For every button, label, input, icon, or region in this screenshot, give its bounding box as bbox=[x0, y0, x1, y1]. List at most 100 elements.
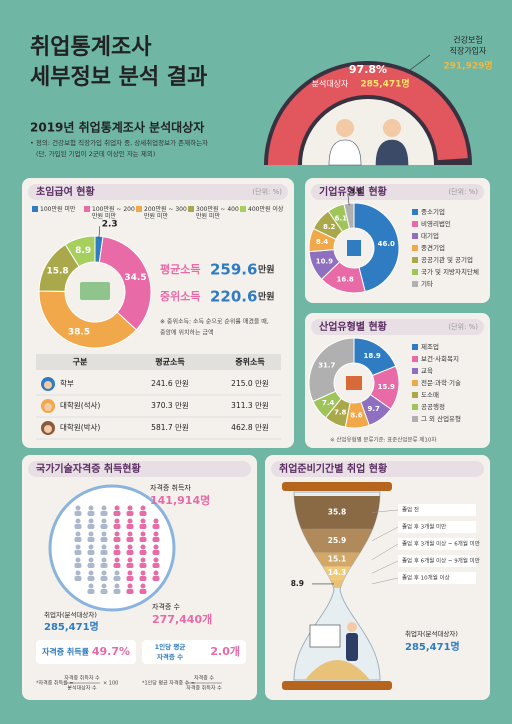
avatar-face bbox=[44, 425, 52, 433]
note: (단, 가입된 기업이 2군데 이상인 자는 제외) bbox=[36, 149, 155, 158]
person-icon-head bbox=[101, 583, 107, 589]
legend-swatch bbox=[412, 380, 418, 386]
cert-label: 자격증 취득자 bbox=[150, 483, 191, 492]
card-title: 산업유형별 현황 bbox=[319, 320, 388, 333]
person-icon-body bbox=[126, 524, 134, 529]
value-label: 8.9 bbox=[75, 246, 91, 256]
gauge-percent: 97.8% bbox=[349, 63, 387, 76]
value-label: 15.1 bbox=[328, 555, 347, 564]
person-icon-body bbox=[100, 576, 108, 581]
legend-label: 비영리법인 bbox=[421, 219, 451, 228]
stat-label: 자격증 취득률 bbox=[42, 647, 90, 657]
stat-value: 49.7% bbox=[92, 645, 130, 658]
person-body bbox=[375, 139, 409, 166]
legend-label: 100만원 ~ 200만원 미만 bbox=[92, 206, 135, 220]
person-icon-head bbox=[127, 583, 133, 589]
legend-label: 도소매 bbox=[421, 391, 439, 399]
person-icon-head bbox=[140, 518, 146, 524]
value-label: 8.2 bbox=[323, 223, 336, 231]
person-icon-head bbox=[127, 557, 133, 563]
legend-item: 100만원 미만 bbox=[32, 206, 86, 213]
value-label: 7.4 bbox=[322, 399, 335, 407]
table-header-cell: 중위소득 bbox=[235, 357, 265, 367]
formula: 자격증 취득자 수 bbox=[186, 685, 222, 692]
label-box bbox=[398, 555, 476, 567]
factory-icon bbox=[346, 376, 362, 390]
legend-swatch bbox=[412, 392, 418, 398]
stat-box bbox=[36, 640, 136, 664]
category-label: 졸업 후 6개월 이상 ~ 9개월 미만 bbox=[402, 557, 480, 565]
donut-wedge bbox=[343, 202, 355, 230]
person-icon-head bbox=[114, 505, 120, 511]
person-icon-head bbox=[153, 544, 159, 550]
value-label: 6.1 bbox=[335, 214, 348, 222]
person-icon-body bbox=[126, 563, 134, 568]
person-icon-body bbox=[100, 524, 108, 529]
person-icon-body bbox=[74, 563, 82, 568]
avatar-face bbox=[44, 403, 52, 411]
card-unit: (단위: %) bbox=[448, 187, 478, 196]
value-label: 34.5 bbox=[124, 273, 146, 283]
legend-swatch bbox=[412, 368, 418, 374]
person-icon-body bbox=[74, 576, 82, 581]
person-icon-head bbox=[127, 531, 133, 537]
table-cell: 311.3 만원 bbox=[231, 401, 269, 410]
stat-value: 259.6 bbox=[210, 261, 257, 279]
leader bbox=[371, 543, 399, 560]
person-icon-head bbox=[101, 544, 107, 550]
person-icon-body bbox=[139, 589, 147, 594]
person-icon-head bbox=[140, 583, 146, 589]
person-icon-body bbox=[139, 511, 147, 516]
label-box bbox=[398, 538, 476, 550]
value-label: 9.7 bbox=[367, 405, 380, 413]
legend-swatch bbox=[412, 356, 418, 362]
building-icon bbox=[347, 240, 361, 256]
value-label: 8.9 bbox=[291, 579, 304, 588]
legend-swatch bbox=[240, 206, 246, 212]
sand-pile bbox=[305, 660, 370, 680]
formula: × 100 bbox=[103, 681, 118, 687]
avatar-face bbox=[44, 381, 52, 389]
person-icon-body bbox=[87, 537, 95, 542]
money-icon bbox=[80, 282, 110, 300]
card-title: 기업유형별 현황 bbox=[319, 185, 388, 198]
donut-wedge bbox=[353, 202, 400, 293]
legend-label: 공공행정 bbox=[421, 402, 445, 411]
person-icon-body bbox=[152, 524, 160, 529]
total-value: 285,471명 bbox=[405, 640, 460, 653]
person-icon-body bbox=[126, 511, 134, 516]
person-icon-head bbox=[88, 544, 94, 550]
table-header-cell: 구분 bbox=[73, 358, 88, 367]
card-unit: (단위: %) bbox=[252, 187, 282, 196]
person-icon-body bbox=[152, 576, 160, 581]
person-icon-body bbox=[113, 511, 121, 516]
value-label: 10.9 bbox=[316, 257, 333, 265]
stat-value: 220.6 bbox=[210, 288, 257, 306]
card-header bbox=[311, 319, 484, 335]
legend-item: 400만원 이상 bbox=[240, 206, 294, 213]
value-label: 16.8 bbox=[336, 275, 353, 283]
person-icon-head bbox=[101, 518, 107, 524]
person-icon-body bbox=[87, 550, 95, 555]
card-title: 초임급여 현황 bbox=[36, 185, 95, 198]
legend-swatch bbox=[136, 206, 142, 212]
person-icon-head bbox=[140, 570, 146, 576]
legend-label: 기타 bbox=[421, 279, 433, 288]
cert-value: 285,471명 bbox=[44, 620, 99, 633]
person-icon-head bbox=[75, 544, 81, 550]
card-title: 국가기술자격증 취득현황 bbox=[36, 462, 141, 475]
gauge-label: 분석대상자 bbox=[312, 79, 349, 89]
card-title: 취업준비기간별 취업 현황 bbox=[279, 462, 388, 475]
sand-band bbox=[294, 579, 380, 588]
person-icon-head bbox=[127, 570, 133, 576]
person-icon-body bbox=[87, 589, 95, 594]
person-icon-body bbox=[139, 576, 147, 581]
legend-label: 그 외 산업유형 bbox=[421, 414, 461, 423]
leader bbox=[409, 54, 431, 71]
person-icon-head bbox=[101, 557, 107, 563]
person-icon-body bbox=[139, 563, 147, 568]
person-icon-body bbox=[152, 550, 160, 555]
sand-band bbox=[294, 528, 380, 553]
value-label: 18.9 bbox=[364, 352, 381, 360]
